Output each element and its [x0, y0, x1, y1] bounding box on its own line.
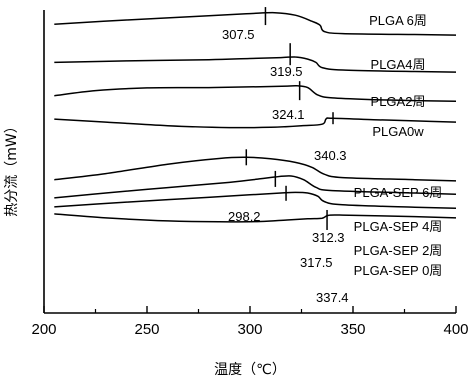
x-tick-label: 250: [134, 321, 159, 338]
series-label: PLGA4周: [371, 57, 426, 72]
series-line: [54, 213, 457, 223]
series-label: PLGA-SEP 2周: [354, 243, 443, 258]
curves: [54, 11, 457, 223]
tg-value-label: 319.5: [270, 64, 303, 79]
series-line: [54, 175, 457, 199]
series-line: [54, 117, 457, 129]
x-axis-label: 温度（℃）: [214, 362, 286, 378]
tg-value-label: 340.3: [314, 148, 347, 163]
x-tick-label: 350: [340, 321, 365, 338]
y-axis-label: 热分流（mW）: [4, 119, 20, 216]
tg-value-label: 324.1: [272, 107, 305, 122]
tg-markers: [245, 7, 334, 230]
series-line: [54, 84, 457, 102]
tg-value-label: 317.5: [300, 255, 333, 270]
series-label: PLGA-SEP 0周: [354, 263, 443, 278]
series-label: PLGA-SEP 4周: [354, 219, 443, 234]
series-line: [54, 11, 457, 36]
series-label: PLGA-SEP 6周: [354, 185, 443, 200]
series-label: PLGA 6周: [369, 13, 427, 28]
tg-value-label: 298.2: [228, 209, 261, 224]
series-label: PLGA0w: [372, 124, 424, 139]
series-line: [54, 156, 457, 182]
series-line: [54, 56, 457, 73]
axes: 200 250 300 350 400: [31, 10, 469, 338]
labels: 307.5 PLGA 6周 319.5 PLGA4周 324.1 PLGA2周 340.3 P…: [222, 13, 442, 305]
tg-value-label: 312.3: [312, 230, 345, 245]
x-tick-label: 200: [31, 321, 56, 338]
tg-value-label: 307.5: [222, 27, 255, 42]
series-label: PLGA2周: [371, 94, 426, 109]
x-tick-label: 300: [237, 321, 262, 338]
tg-value-label: 337.4: [316, 290, 349, 305]
series-line: [54, 191, 457, 209]
x-tick-label: 400: [443, 321, 468, 338]
